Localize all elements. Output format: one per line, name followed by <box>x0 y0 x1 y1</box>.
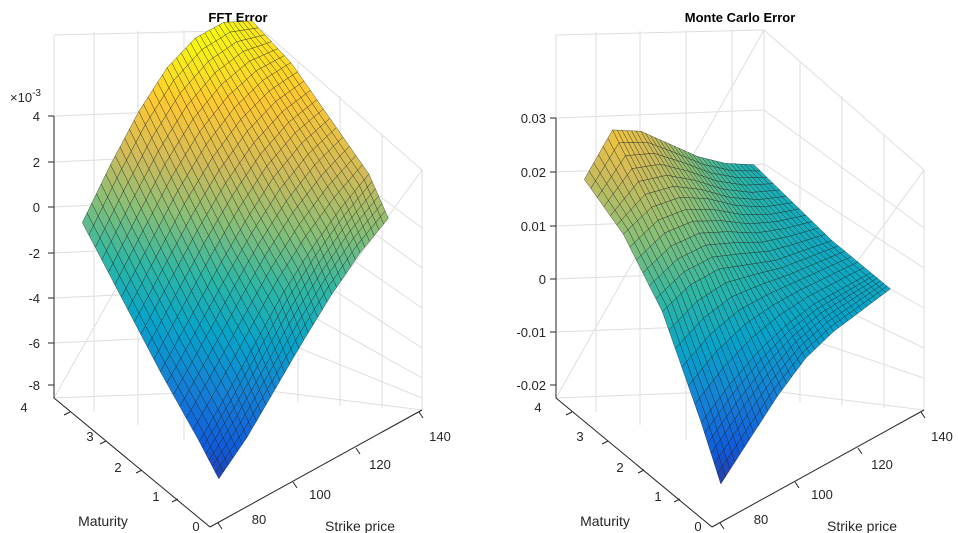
fft-error-surface <box>82 20 389 480</box>
mc-z-tick: 0.01 <box>521 219 546 234</box>
mc-z-tick: 0 <box>539 272 546 287</box>
fft-z-tick: -8 <box>28 378 40 393</box>
mc-y-tick: 4 <box>534 400 541 415</box>
fft-y-tick: 3 <box>86 429 93 444</box>
mc-x-axis-label: Strike price <box>827 518 897 533</box>
fft-y-tick: 2 <box>114 460 121 475</box>
fft-z-tick: 2 <box>33 155 40 170</box>
surface-patch <box>717 466 726 485</box>
monte-carlo-error-axes: Monte Carlo Error 0.03 0.02 0.01 0 -0.01… <box>516 10 952 533</box>
fft-z-tick: -6 <box>28 336 40 351</box>
mc-z-tick: 0.03 <box>521 111 546 126</box>
fft-axis-lines <box>48 115 424 530</box>
fft-y-tick: 0 <box>192 519 199 533</box>
monte-carlo-error-title: Monte Carlo Error <box>685 10 796 25</box>
fft-x-tick: 80 <box>252 512 266 527</box>
mc-y-axis-label: Maturity <box>580 513 630 529</box>
fft-x-tick: 100 <box>309 487 331 502</box>
fft-x-tick: 140 <box>429 429 451 444</box>
mc-y-tick: 3 <box>576 429 583 444</box>
fft-z-exponent: ×10-3 <box>10 88 41 105</box>
fft-z-tick: -2 <box>28 246 40 261</box>
fft-y-tick: 4 <box>20 400 27 415</box>
mc-x-tick: 80 <box>754 512 768 527</box>
fft-error-axes: FFT Error 4 2 0 - <box>10 10 451 533</box>
fft-y-tick: 1 <box>152 489 159 504</box>
mc-z-tick: -0.01 <box>516 325 546 340</box>
mc-y-tick: 1 <box>654 489 661 504</box>
fft-x-tick: 120 <box>369 457 391 472</box>
mc-x-tick: 100 <box>811 487 833 502</box>
mc-x-tick: 140 <box>931 429 953 444</box>
mc-axis-lines <box>550 117 926 530</box>
fft-x-axis-label: Strike price <box>325 518 395 533</box>
monte-carlo-error-surface <box>584 129 891 485</box>
fft-z-tick: 0 <box>33 200 40 215</box>
fft-y-axis-label: Maturity <box>78 513 128 529</box>
mc-y-tick: 0 <box>694 519 701 533</box>
mc-y-tick: 2 <box>616 460 623 475</box>
mc-x-tick: 120 <box>871 457 893 472</box>
surface-patch <box>215 465 224 480</box>
fft-z-tick: -4 <box>28 291 40 306</box>
fft-z-tick: 4 <box>33 109 40 124</box>
mc-z-tick: -0.02 <box>516 378 546 393</box>
fft-error-title: FFT Error <box>208 10 267 25</box>
mc-z-tick: 0.02 <box>521 165 546 180</box>
